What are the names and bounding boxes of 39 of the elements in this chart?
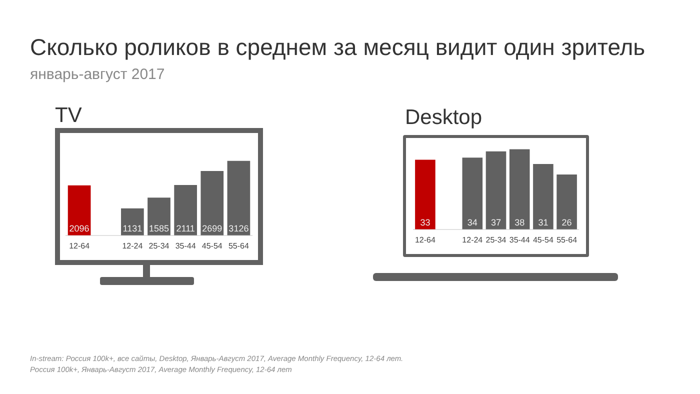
bar (509, 149, 530, 230)
text: январь-август 2017 (30, 66, 165, 83)
bar (533, 164, 554, 230)
x-tick-label: 45-54 (532, 235, 554, 244)
data-label: 2111 (176, 223, 195, 234)
bar (462, 158, 483, 230)
text: Сколько роликов в среднем за месяц видит один зритель (30, 34, 646, 61)
bar (227, 160, 250, 236)
data-label: 1131 (122, 223, 142, 234)
x-tick-label: 12-24 (462, 235, 484, 244)
x-tick-label: 12-64 (69, 241, 90, 250)
bar (174, 185, 197, 236)
bar (148, 198, 170, 236)
chart-title: Desktop (405, 106, 482, 130)
data-label: 37 (490, 217, 502, 228)
bar (556, 174, 577, 230)
x-tick-label: 35-44 (175, 241, 196, 250)
data-label: 2096 (69, 223, 90, 234)
x-tick-label: 55-64 (556, 235, 578, 244)
data-label: 26 (562, 217, 572, 228)
data-label: 34 (467, 217, 478, 228)
x-tick-label: 45-54 (202, 241, 223, 250)
x-tick-label: 25-34 (486, 235, 507, 244)
x-tick-label: 12-24 (122, 241, 144, 250)
bar (415, 160, 436, 230)
x-tick-label: 25-34 (148, 241, 170, 250)
data-label: 2699 (202, 223, 222, 234)
data-label: 3126 (228, 223, 249, 234)
x-tick-label: 12-64 (414, 235, 436, 244)
bar (486, 151, 506, 230)
data-label: 31 (538, 217, 548, 228)
bar (68, 185, 91, 236)
data-label: 33 (420, 217, 430, 228)
bar (200, 171, 224, 236)
chart-title: TV (55, 104, 82, 128)
data-label: 38 (514, 217, 525, 228)
x-tick-label: 55-64 (228, 241, 250, 250)
x-tick-label: 35-44 (509, 235, 530, 244)
data-label: 1585 (148, 223, 170, 234)
